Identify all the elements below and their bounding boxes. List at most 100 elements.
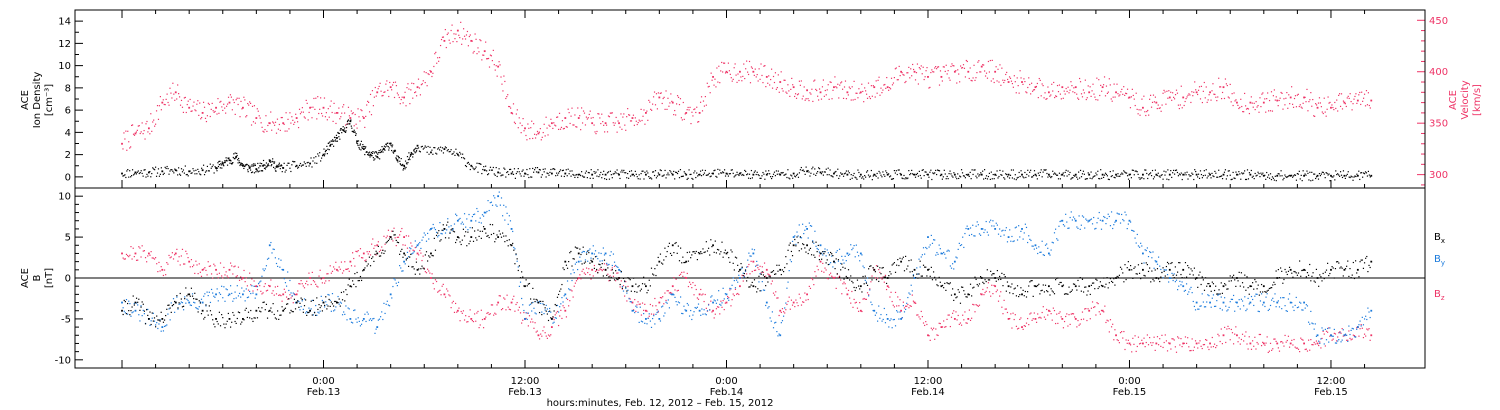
density-point <box>940 173 943 176</box>
density-point-dense <box>581 175 584 177</box>
velocity-point-dense <box>308 111 310 114</box>
density-point-dense <box>1085 178 1087 180</box>
density-point-dense <box>459 151 461 154</box>
by-point <box>1047 252 1050 255</box>
velocity-point-dense <box>748 60 751 63</box>
bz-point-dense <box>1192 349 1194 352</box>
by-point-dense <box>291 295 293 297</box>
by-point-dense <box>400 267 402 269</box>
density-point-dense <box>1339 175 1341 177</box>
velocity-point <box>940 75 943 78</box>
by-point-dense <box>213 295 215 297</box>
density-point-dense <box>1168 179 1170 181</box>
density-point-dense <box>710 175 712 177</box>
velocity-point-dense <box>985 72 988 74</box>
velocity-point-dense <box>1331 104 1333 106</box>
velocity-point-dense <box>361 110 363 112</box>
velocity-point-dense <box>467 45 469 47</box>
bz-point-dense <box>977 305 979 307</box>
velocity-point-dense <box>639 120 641 122</box>
by-point-dense <box>224 300 226 302</box>
bz-point-dense <box>308 272 310 274</box>
density-point-dense <box>1100 169 1102 171</box>
density-point-dense <box>1311 171 1313 173</box>
velocity-point-dense <box>1234 100 1236 102</box>
by-point-dense <box>609 254 611 257</box>
velocity-point-dense <box>663 96 665 98</box>
bz-point-dense <box>221 275 223 277</box>
velocity-point <box>739 70 741 73</box>
by-point-dense <box>901 317 903 319</box>
density-point-dense <box>1214 170 1216 173</box>
density-point-dense <box>1162 178 1164 180</box>
by-point-dense <box>252 292 254 294</box>
by-point-dense <box>678 302 681 304</box>
velocity-point-dense <box>853 80 855 82</box>
velocity-point-dense <box>385 83 387 85</box>
density-point-dense <box>1166 178 1168 180</box>
by-point-dense <box>138 314 140 316</box>
bz-point-dense <box>768 273 770 276</box>
bz-point <box>1262 342 1265 345</box>
velocity-point-dense <box>504 80 506 83</box>
bz-point-dense <box>346 268 348 271</box>
velocity-point-dense <box>145 123 147 125</box>
bz-point-dense <box>737 292 739 295</box>
density-point-dense <box>882 171 884 173</box>
velocity-point-dense <box>1171 99 1173 101</box>
velocity-point-dense <box>975 77 977 79</box>
by-point-dense <box>937 253 939 255</box>
by-point-dense <box>447 218 449 220</box>
velocity-point-dense <box>313 97 315 100</box>
velocity-point-dense <box>1107 91 1109 93</box>
bz-point-dense <box>1189 350 1191 352</box>
velocity-point-dense <box>824 89 826 92</box>
bz-point-dense <box>237 266 240 268</box>
density-point-dense <box>378 152 380 154</box>
density-point-dense <box>705 174 707 176</box>
by-point <box>725 293 728 296</box>
by-point-dense <box>1089 219 1091 221</box>
velocity-point-dense <box>1066 90 1068 93</box>
velocity-point-dense <box>279 129 281 132</box>
velocity-point-dense <box>647 119 649 121</box>
density-point-dense <box>1050 176 1052 179</box>
bz-point-dense <box>704 293 706 296</box>
bz-point-dense <box>703 300 705 303</box>
density-point-dense <box>1126 175 1129 177</box>
bz-point-dense <box>338 266 340 268</box>
velocity-point-dense <box>1293 97 1296 100</box>
bz-point-dense <box>719 313 721 315</box>
by-point <box>1088 219 1091 222</box>
velocity-point <box>604 122 607 125</box>
velocity-point-dense <box>243 96 245 98</box>
density-point-dense <box>393 150 395 152</box>
density-point <box>792 172 795 175</box>
density-point-dense <box>827 167 829 169</box>
by-point-dense <box>1051 241 1053 243</box>
velocity-point-dense <box>132 133 135 135</box>
by-point-dense <box>735 279 738 281</box>
by-point-dense <box>865 281 868 283</box>
density-point-dense <box>270 161 272 163</box>
density-point <box>497 171 500 174</box>
density-point-dense <box>281 165 283 167</box>
velocity-point <box>1356 99 1359 102</box>
velocity-point-dense <box>362 115 364 118</box>
density-point-dense <box>1266 171 1268 174</box>
velocity-point-dense <box>562 128 564 130</box>
by-point-dense <box>842 259 844 261</box>
by-point-dense <box>525 312 527 314</box>
by-point-dense <box>1042 254 1044 256</box>
density-point-dense <box>649 177 651 179</box>
velocity-point-dense <box>849 87 851 90</box>
density-point-dense <box>1355 175 1357 178</box>
velocity-point-dense <box>418 87 421 89</box>
density-point-dense <box>625 172 627 174</box>
by-point-dense <box>713 299 715 301</box>
by-point-dense <box>197 308 199 310</box>
velocity-point-dense <box>435 51 437 53</box>
bz-point-dense <box>1074 316 1076 318</box>
velocity-point <box>1343 101 1346 104</box>
velocity-point-dense <box>938 84 941 86</box>
